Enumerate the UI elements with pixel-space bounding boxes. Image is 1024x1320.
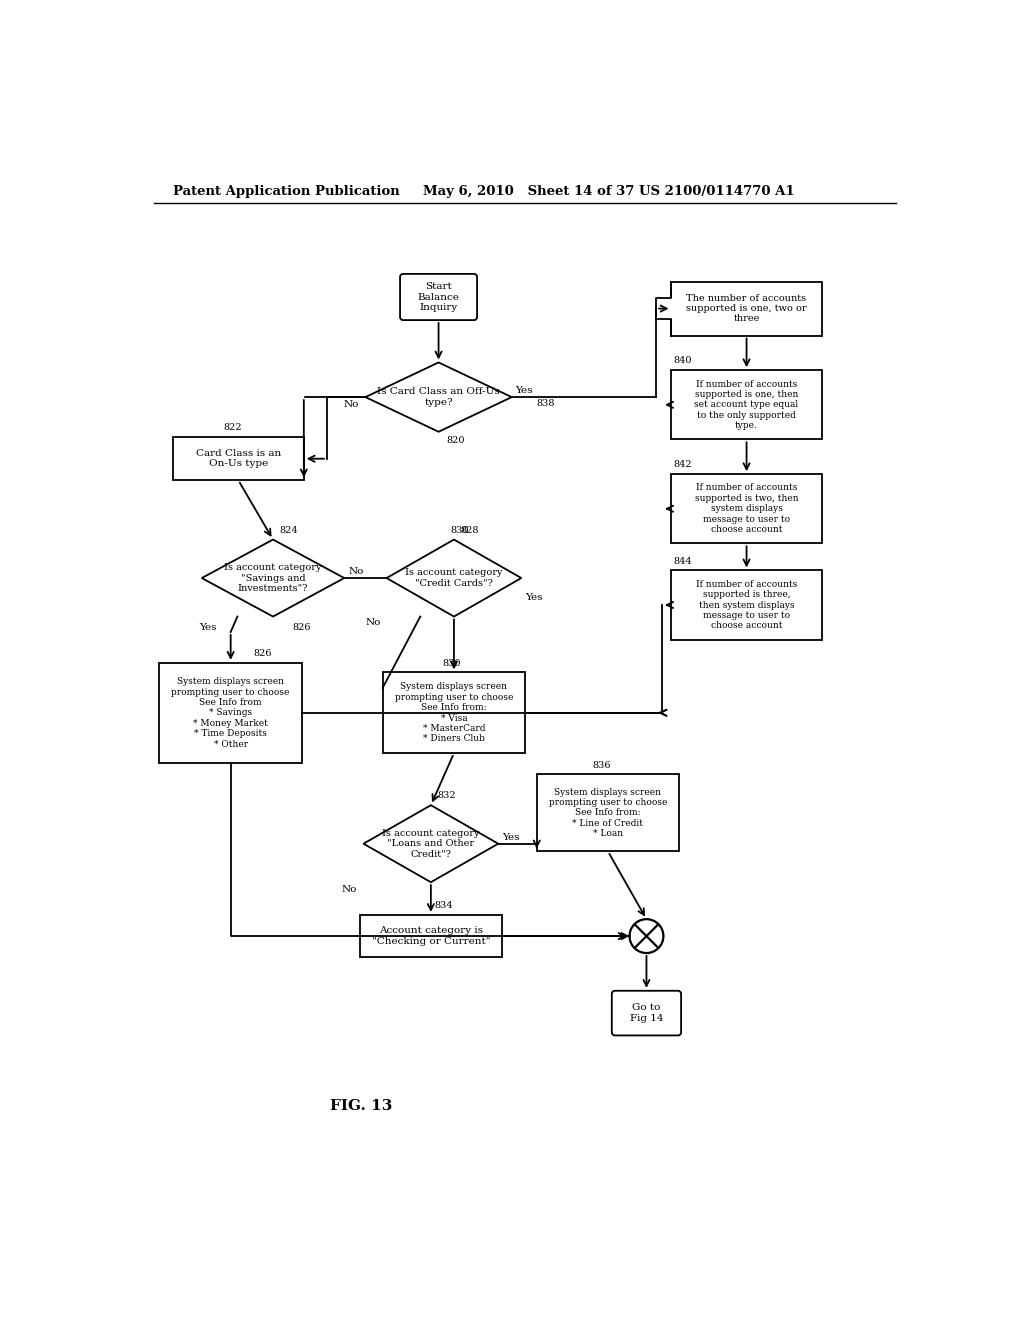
Bar: [383, 672, 525, 754]
Text: 826: 826: [254, 649, 272, 657]
Text: Is account category
"Credit Cards"?: Is account category "Credit Cards"?: [406, 569, 503, 587]
Text: May 6, 2010   Sheet 14 of 37: May 6, 2010 Sheet 14 of 37: [423, 185, 635, 198]
FancyBboxPatch shape: [400, 275, 477, 321]
Text: The number of accounts
supported is one, two or
three: The number of accounts supported is one,…: [686, 293, 807, 323]
Circle shape: [630, 919, 664, 953]
Text: 842: 842: [673, 461, 691, 470]
Text: Is Card Class an Off-Us
type?: Is Card Class an Off-Us type?: [377, 387, 500, 407]
Text: System displays screen
prompting user to choose
See Info from
* Savings
* Money : System displays screen prompting user to…: [171, 677, 290, 748]
Text: 826: 826: [292, 623, 310, 632]
FancyBboxPatch shape: [611, 991, 681, 1035]
Text: Start
Balance
Inquiry: Start Balance Inquiry: [418, 282, 460, 312]
Bar: [672, 570, 821, 640]
Text: 830: 830: [451, 525, 469, 535]
Text: If number of accounts
supported is two, then
system displays
message to user to
: If number of accounts supported is two, …: [694, 483, 799, 535]
Text: Is account category
"Savings and
Investments"?: Is account category "Savings and Investm…: [224, 564, 322, 593]
Text: No: No: [342, 886, 357, 895]
Text: 840: 840: [673, 356, 691, 366]
Text: 834: 834: [435, 902, 454, 911]
Bar: [672, 474, 821, 544]
Text: 822: 822: [223, 424, 242, 433]
Text: 830: 830: [442, 659, 461, 668]
Text: System displays screen
prompting user to choose
See Info from:
* Line of Credit
: System displays screen prompting user to…: [549, 788, 668, 838]
Text: Account category is
"Checking or Current": Account category is "Checking or Current…: [372, 927, 490, 946]
Text: No: No: [365, 618, 380, 627]
Text: Yes: Yes: [525, 593, 543, 602]
Text: 824: 824: [280, 525, 298, 535]
Polygon shape: [364, 805, 499, 882]
Text: No: No: [344, 400, 359, 409]
Text: 838: 838: [537, 399, 555, 408]
Bar: [173, 437, 304, 480]
Text: 836: 836: [593, 760, 611, 770]
Text: Patent Application Publication: Patent Application Publication: [173, 185, 399, 198]
Polygon shape: [366, 363, 512, 432]
Polygon shape: [387, 540, 521, 616]
Text: 828: 828: [460, 525, 478, 535]
Bar: [672, 370, 821, 440]
Text: Card Class is an
On-Us type: Card Class is an On-Us type: [196, 449, 281, 469]
Text: Yes: Yes: [502, 833, 519, 842]
Text: Yes: Yes: [199, 623, 216, 632]
Text: If number of accounts
supported is three,
then system displays
message to user t: If number of accounts supported is three…: [696, 579, 798, 630]
Bar: [656, 298, 673, 319]
Text: 844: 844: [673, 557, 691, 565]
Text: FIG. 13: FIG. 13: [331, 1098, 393, 1113]
Text: Go to
Fig 14: Go to Fig 14: [630, 1003, 664, 1023]
Text: No: No: [348, 568, 364, 577]
Text: If number of accounts
supported is one, then
set account type equal
to the only : If number of accounts supported is one, …: [694, 380, 799, 430]
Bar: [160, 663, 302, 763]
Text: 832: 832: [437, 792, 456, 800]
Polygon shape: [202, 540, 344, 616]
Text: Is account category
"Loans and Other
Credit"?: Is account category "Loans and Other Cre…: [382, 829, 479, 858]
Text: Yes: Yes: [515, 387, 534, 396]
Text: 820: 820: [446, 437, 465, 445]
Text: System displays screen
prompting user to choose
See Info from:
* Visa
* MasterCa: System displays screen prompting user to…: [395, 682, 513, 743]
Text: US 2100/0114770 A1: US 2100/0114770 A1: [639, 185, 795, 198]
Bar: [537, 775, 679, 851]
Bar: [359, 915, 502, 957]
Bar: [672, 281, 821, 335]
